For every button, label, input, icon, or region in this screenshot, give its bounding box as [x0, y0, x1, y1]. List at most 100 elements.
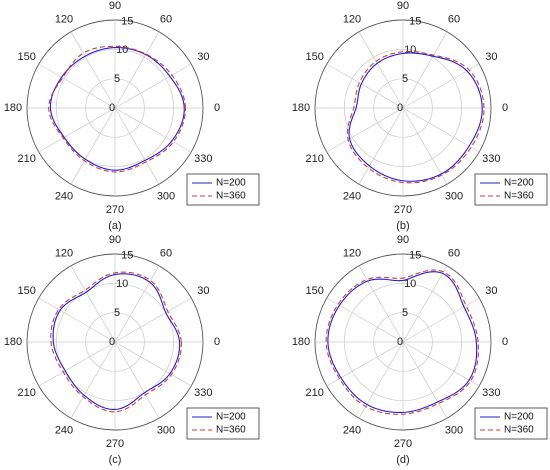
- grid-spoke-150-d: [326, 297, 404, 343]
- polar-panel-d: 0 30 60 90 120 150 180 210 240 270 300 330 0 5 10 15 N=2…: [292, 234, 548, 466]
- grid-spoke-330-b: [402, 107, 480, 153]
- grid-spoke-30-b: [402, 63, 480, 109]
- grid-spoke-30-d: [402, 297, 480, 343]
- series-line-n200-a: [49, 46, 185, 171]
- angle-tick-label-0-c: 0: [214, 336, 220, 348]
- angle-tick-label-90-a: 90: [109, 0, 121, 12]
- angle-tick-label-180-a: 180: [4, 102, 22, 114]
- grid-spoke-210-c: [38, 341, 116, 387]
- grid-spoke-150-b: [326, 63, 404, 109]
- legend-label-n200-d: N=200: [504, 412, 534, 423]
- grid-spoke-60-a: [114, 31, 160, 109]
- angle-tick-label-150-c: 150: [17, 285, 35, 297]
- angle-tick-label-90-b: 90: [397, 0, 409, 12]
- polar-panel-b: 0 30 60 90 120 150 180 210 240 270 300 330 0 5 10 15 N=2…: [292, 0, 548, 232]
- radial-tick-label-5-a: 5: [114, 73, 120, 85]
- angle-tick-label-300-c: 300: [157, 424, 175, 436]
- grid-spoke-330-d: [402, 341, 480, 387]
- angle-tick-label-180-b: 180: [292, 102, 310, 114]
- angle-tick-label-300-b: 300: [445, 190, 463, 202]
- angle-tick-label-240-a: 240: [55, 190, 73, 202]
- radial-tick-label-0-d: 0: [397, 336, 403, 348]
- angle-tick-label-180-d: 180: [292, 336, 310, 348]
- legend-box-a: [186, 173, 260, 206]
- grid-spoke-300-a: [114, 107, 160, 185]
- panel-label-b: (b): [396, 220, 409, 232]
- radial-tick-label-15-c: 15: [121, 249, 133, 261]
- radial-tick-label-15-b: 15: [409, 15, 421, 27]
- grid-spoke-60-c: [114, 265, 160, 343]
- radial-tick-label-5-d: 5: [402, 307, 408, 319]
- panel-label-c: (c): [109, 454, 122, 466]
- angle-tick-label-30-b: 30: [485, 51, 497, 63]
- grid-spoke-60-b: [402, 31, 448, 109]
- grid-spoke-240-b: [358, 107, 404, 185]
- radial-tick-label-0-a: 0: [109, 102, 115, 114]
- angle-tick-label-150-b: 150: [305, 51, 323, 63]
- radial-tick-label-10-c: 10: [116, 278, 128, 290]
- legend-box-d: [474, 407, 548, 440]
- angle-tick-label-90-c: 90: [109, 234, 121, 246]
- legend-label-n360-c: N=360: [216, 425, 246, 436]
- grid-spoke-60-d: [402, 265, 448, 343]
- series-line-n360-c: [50, 271, 182, 413]
- angle-tick-label-0-d: 0: [502, 336, 508, 348]
- angle-tick-label-270-a: 270: [106, 204, 124, 216]
- grid-spoke-330-c: [114, 341, 192, 387]
- panel-label-d: (d): [396, 454, 409, 466]
- angle-tick-label-150-a: 150: [17, 51, 35, 63]
- angle-tick-label-180-c: 180: [4, 336, 22, 348]
- grid-spoke-150-a: [38, 63, 116, 109]
- legend-label-n360-a: N=360: [216, 191, 246, 202]
- angle-tick-label-240-d: 240: [343, 424, 361, 436]
- legend-label-n360-d: N=360: [504, 425, 534, 436]
- grid-spoke-120-c: [70, 265, 116, 343]
- series-line-n200-b: [348, 52, 483, 182]
- angle-tick-label-300-d: 300: [445, 424, 463, 436]
- grid-spoke-120-a: [70, 31, 116, 109]
- angle-tick-label-120-c: 120: [55, 248, 73, 260]
- grid-spoke-330-a: [114, 107, 192, 153]
- angle-tick-label-120-d: 120: [343, 248, 361, 260]
- radial-tick-label-15-a: 15: [121, 15, 133, 27]
- radial-tick-label-10-d: 10: [404, 278, 416, 290]
- grid-spoke-240-c: [70, 341, 116, 419]
- series-line-n200-d: [327, 271, 478, 414]
- radial-tick-label-15-d: 15: [409, 249, 421, 261]
- legend-box-c: [186, 407, 260, 440]
- radial-tick-label-10-b: 10: [404, 44, 416, 56]
- angle-tick-label-210-d: 210: [305, 387, 323, 399]
- angle-tick-label-60-a: 60: [160, 14, 172, 26]
- angle-tick-label-30-d: 30: [485, 285, 497, 297]
- angle-tick-label-330-a: 330: [194, 153, 212, 165]
- angle-tick-label-210-a: 210: [17, 153, 35, 165]
- grid-spoke-120-b: [358, 31, 404, 109]
- angle-tick-label-90-d: 90: [397, 234, 409, 246]
- angle-tick-label-30-a: 30: [197, 51, 209, 63]
- angle-tick-label-210-c: 210: [17, 387, 35, 399]
- polar-panel-a: 0306090120150180210240270300330051015N=2…: [4, 0, 260, 232]
- radial-tick-label-5-c: 5: [114, 307, 120, 319]
- series-line-n200-c: [52, 273, 181, 411]
- angle-tick-label-60-d: 60: [448, 248, 460, 260]
- angle-tick-label-210-b: 210: [305, 153, 323, 165]
- grid-spoke-300-b: [402, 107, 448, 185]
- grid-spoke-30-c: [114, 297, 192, 343]
- grid-spoke-210-a: [38, 107, 116, 153]
- angle-tick-label-300-a: 300: [157, 190, 175, 202]
- grid-spoke-210-d: [326, 341, 404, 387]
- angle-tick-label-330-c: 330: [194, 387, 212, 399]
- legend-box-b: [474, 173, 548, 206]
- grid-spoke-300-c: [114, 341, 160, 419]
- series-line-n360-a: [48, 45, 186, 173]
- grid-spoke-210-b: [326, 107, 404, 153]
- legend-label-n200-b: N=200: [504, 178, 534, 189]
- angle-tick-label-0-b: 0: [502, 102, 508, 114]
- angle-tick-label-270-d: 270: [394, 438, 412, 450]
- polar-panel-c: 0 30 60 90 120 150 180 210 240 270 300 330 0 5 10 15 N=2…: [4, 234, 260, 466]
- angle-tick-label-60-b: 60: [448, 14, 460, 26]
- legend-label-n200-c: N=200: [216, 412, 246, 423]
- legend-label-n360-b: N=360: [504, 191, 534, 202]
- angle-tick-label-240-c: 240: [55, 424, 73, 436]
